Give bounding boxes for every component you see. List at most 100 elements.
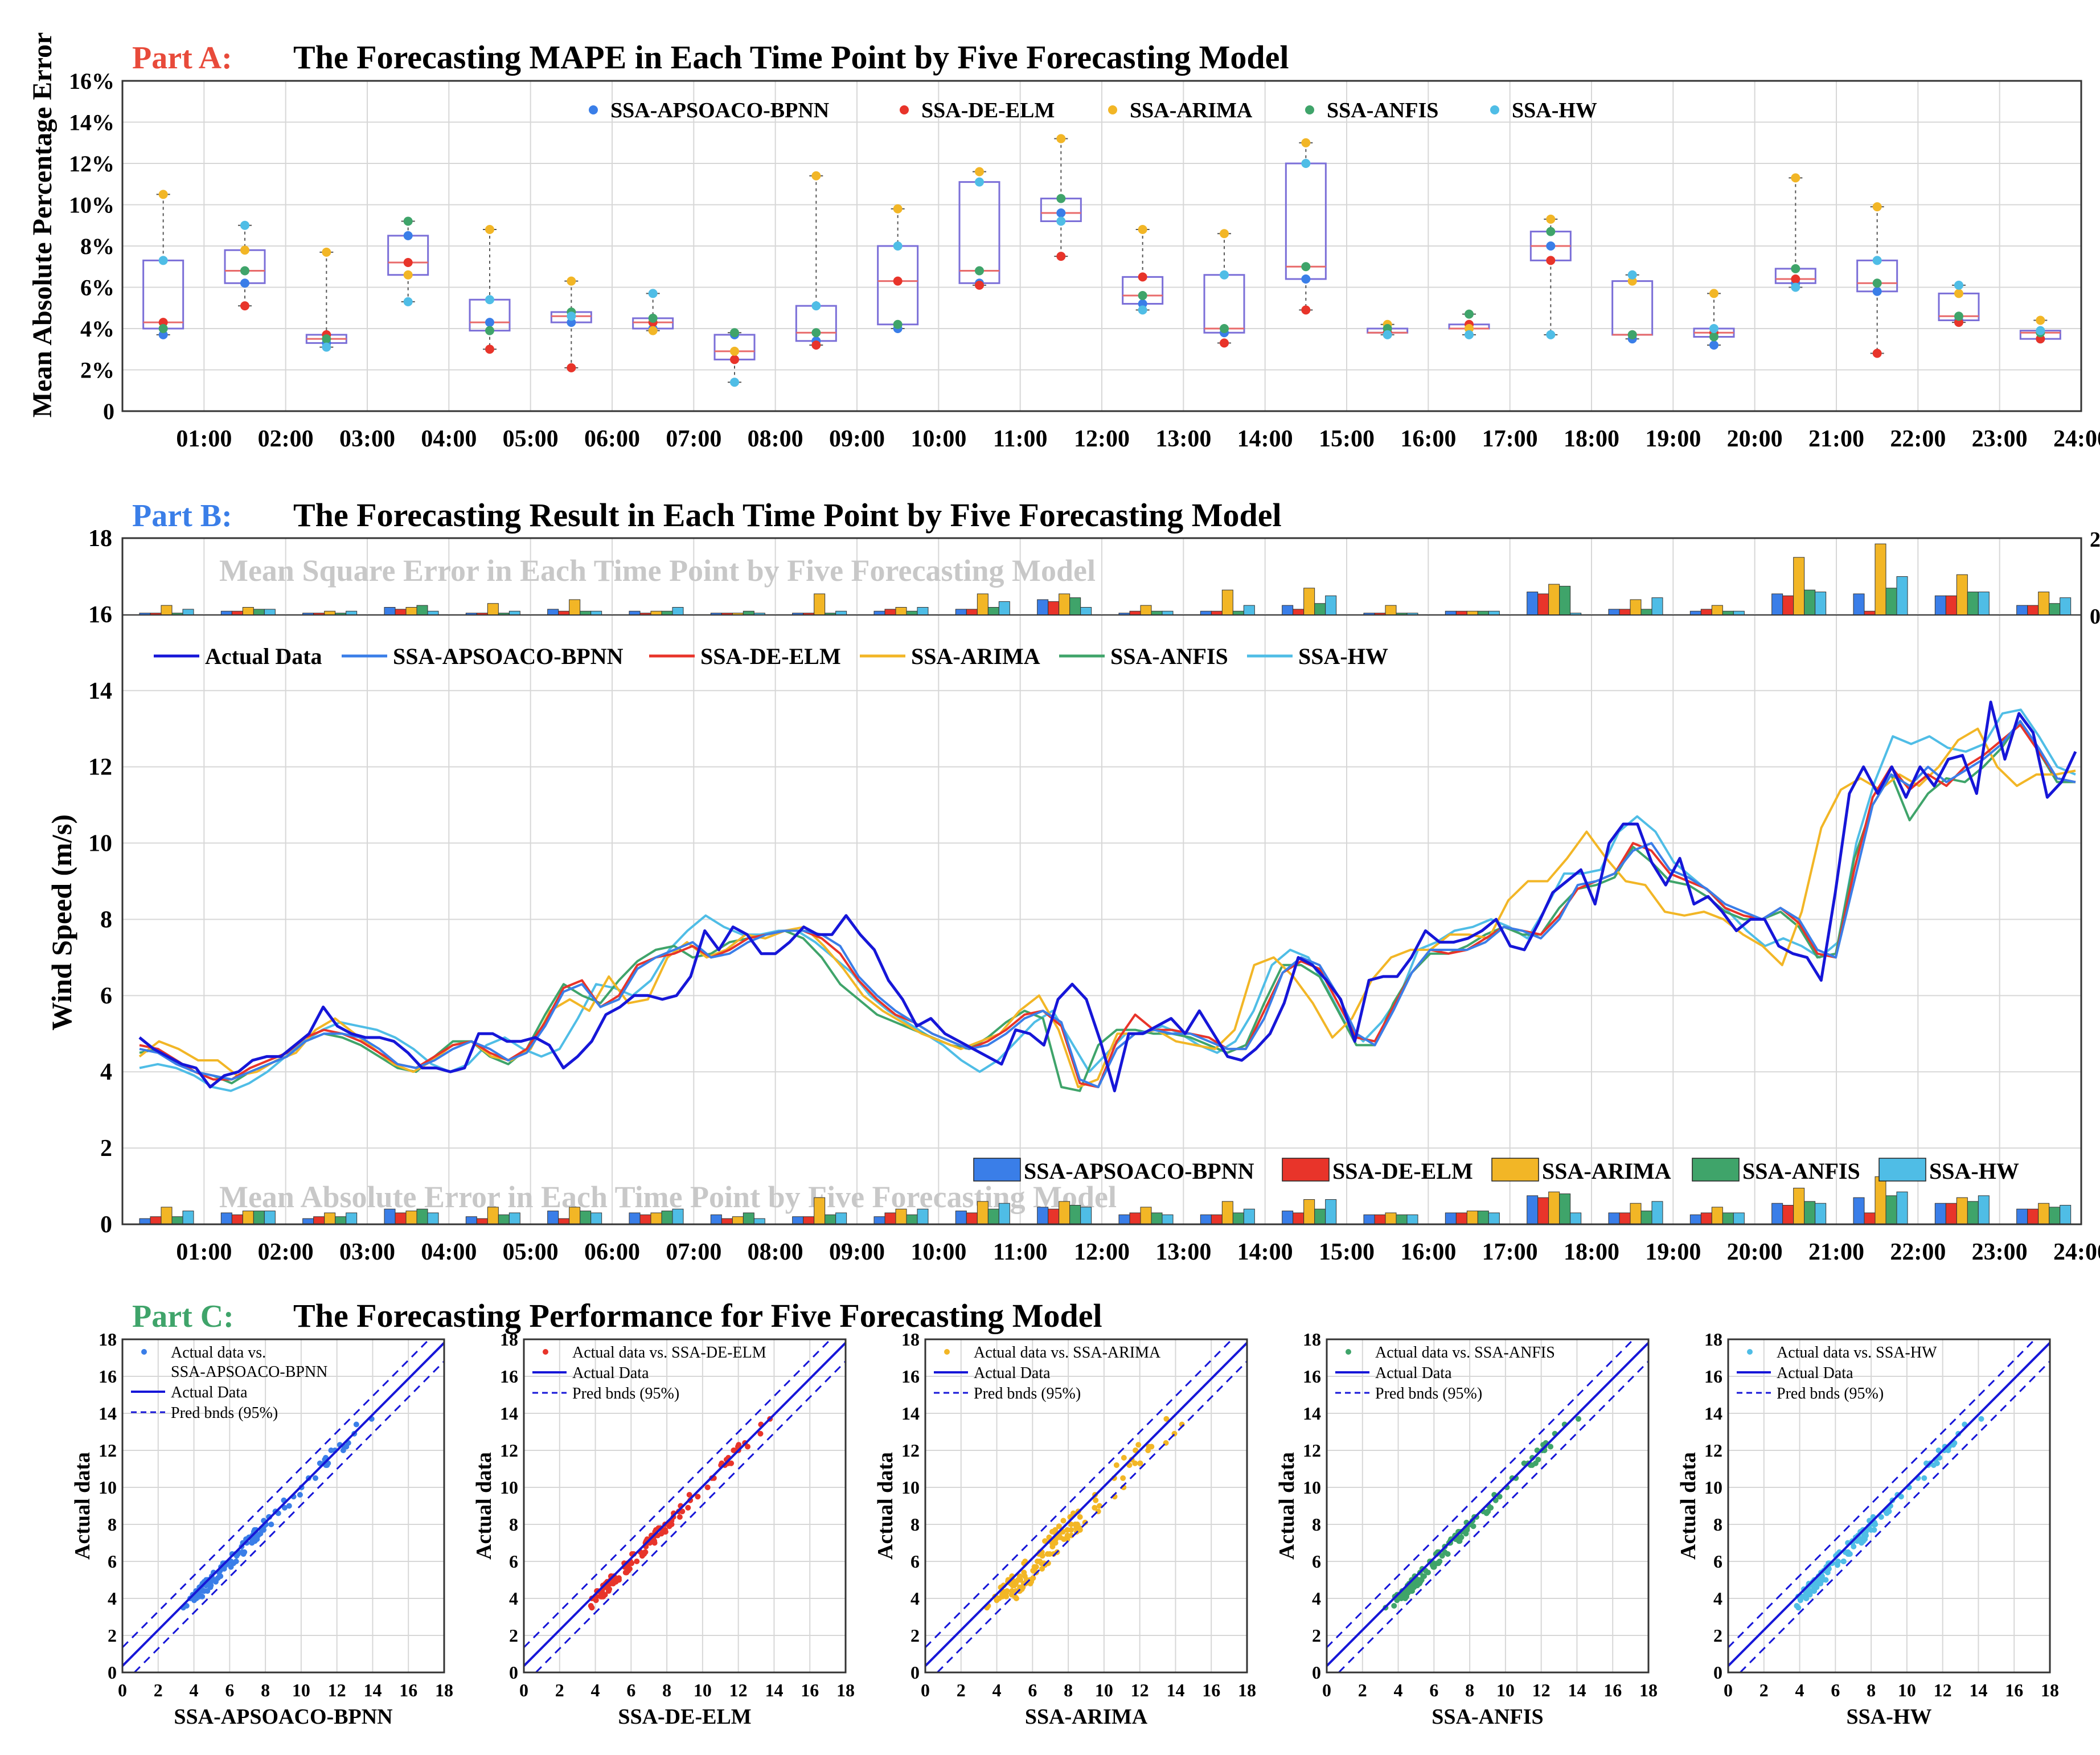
scatter-point [1012,1593,1018,1600]
x-tick-label: 0 [1724,1680,1733,1700]
mae-bar-hw [1162,1214,1174,1225]
mae-bar-anfis [987,1208,999,1225]
y-tick-label: 2% [80,358,114,383]
mae-bar-anfis [335,1216,347,1225]
mae-bar-anfis [661,1211,673,1225]
mape-point-arima [158,190,168,199]
scatter-point [1840,1559,1847,1564]
mae-bar-hw [1570,1212,1582,1225]
mse-bar-anfis [580,610,592,616]
mae-bar-apsoaco [2016,1208,2028,1225]
x-tick-label: 4 [992,1680,1002,1700]
mape-point-arima [811,171,821,181]
y-tick-label: 6 [100,983,112,1009]
mae-bar-hw [590,1212,602,1225]
part-b-axes-frame [121,537,2082,1225]
y-tick-label: 14 [901,1403,920,1424]
y-tick-label: 16 [1303,1366,1321,1387]
mse-bar-arima [1956,574,1968,616]
scatter-point [1978,1416,1984,1422]
x-tick-label: 24:00 [2053,426,2100,452]
scatter-point [286,1503,292,1509]
mae-bar-de-elm [639,1214,651,1225]
mae-bar-apsoaco [139,1218,151,1225]
series-line-anfis [139,720,2076,1092]
mae-bar-apsoaco [1771,1203,1783,1225]
mape-point-hw [893,241,903,251]
mse-bar-hw [427,610,439,616]
x-tick-label: 18 [1238,1680,1256,1700]
scatter-point [1042,1538,1048,1544]
y-tick-label: 0 [509,1662,518,1683]
mae-bar-de-elm [1945,1203,1957,1225]
x-tick-label: 23:00 [1972,1239,2028,1265]
part-a-y-ticks: 0 2% 4% 6% 8% 10% 12% 14% 16% [69,68,114,424]
mse-bar-de-elm [558,610,570,616]
pred-bound-lower [535,1360,847,1674]
mae-bar-arima [1711,1207,1723,1225]
mape-point-arima [240,245,249,255]
y-tick-label: 10 [901,1477,920,1498]
x-tick-label: 16 [1603,1680,1622,1700]
mape-point-apsoaco [1546,241,1556,251]
mse-bar-hw [672,607,684,616]
legend-line-label-actual: Actual Data [205,643,322,669]
y-tick-label: 8 [108,1514,117,1535]
scatter-point [679,1508,686,1515]
mae-bar-arima [1466,1211,1478,1225]
mse-bar-apsoaco [2016,605,2028,616]
scatter-point [1818,1581,1824,1586]
y-tick-label: 10 [88,831,112,857]
mae-bar-apsoaco [792,1216,804,1225]
mse-bar-de-elm [1619,609,1631,616]
mse-bar-arima [1140,605,1152,616]
mse-bar-arima [324,610,336,616]
fit-line [121,1342,445,1667]
mape-point-hw [1220,270,1229,280]
y-tick-label: 4 [509,1588,518,1609]
y-tick-label: 14 [500,1403,518,1424]
series-line-apsoaco [139,720,2076,1088]
legend-dot-arima [1108,105,1117,114]
mape-point-arima [403,270,413,280]
mape-point-arima [485,225,494,234]
y-tick-label: 16 [88,602,112,628]
part-a-legend: SSA-APSOACO-BPNN SSA-DE-ELM SSA-ARIMA SS… [589,99,1597,122]
scatter-point [1163,1416,1170,1422]
x-tick-label: 12 [328,1680,346,1700]
x-tick-label: 20:00 [1727,1239,1783,1265]
x-tick-label: 14:00 [1237,1239,1293,1265]
part-b-title: The Forecasting Result in Each Time Poin… [293,497,1282,534]
mape-point-apsoaco [1301,274,1311,284]
y-tick-label: 18 [901,1329,920,1350]
mse-bar-hw [1896,576,1908,616]
part-c: Part C: The Forecasting Performance for … [71,1297,2059,1729]
mape-point-hw [1791,282,1800,292]
mae-bar-de-elm [803,1216,815,1225]
mae-bar-de-elm [1293,1212,1305,1225]
mape-point-anfis [158,324,168,333]
mse-bar-arima [1875,543,1886,616]
bar-legend-swatch-hw [1878,1158,1926,1182]
scatter-point [1012,1581,1019,1586]
y-tick-label: 14 [99,1403,117,1424]
mae-bar-apsoaco [465,1216,477,1225]
pred-bound-lower [133,1360,445,1674]
scatter-point [757,1430,764,1437]
legend-label-de-elm: SSA-DE-ELM [921,99,1055,122]
x-tick-label: 14 [1969,1680,1987,1700]
mae-bar-hw [182,1211,194,1225]
mse-bar-de-elm [1945,595,1957,616]
mse-bar-arima [161,605,173,616]
legend-dot-de-elm [900,105,909,114]
mse-bar-de-elm [1782,595,1794,616]
mape-point-anfis [893,319,903,329]
scatter-point [1064,1527,1070,1533]
legend-line-label-hw: SSA-HW [1298,643,1388,669]
legend-line-label-de-elm: SSA-DE-ELM [700,643,841,669]
x-tick-label: 04:00 [421,426,477,452]
legend-line-label-anfis: SSA-ANFIS [1110,643,1228,669]
mse-bar-de-elm [1293,609,1305,616]
mae-bar-arima [242,1211,254,1225]
mae-bar-anfis [1069,1205,1081,1225]
